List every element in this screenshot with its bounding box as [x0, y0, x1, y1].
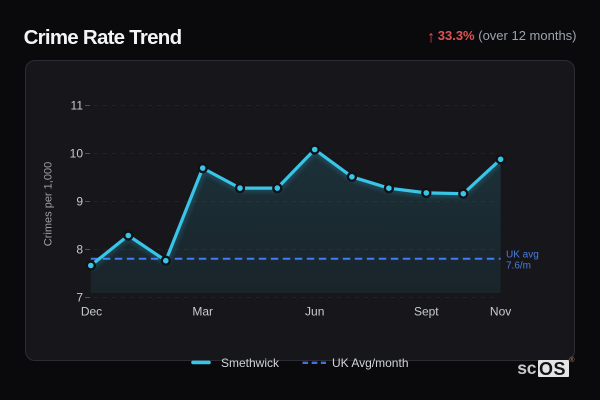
svg-text:Sept: Sept	[414, 305, 439, 319]
svg-text:9: 9	[76, 195, 83, 209]
svg-text:Mar: Mar	[192, 305, 213, 319]
svg-text:UK avg: UK avg	[506, 250, 539, 261]
svg-text:Jun: Jun	[305, 305, 324, 319]
svg-text:Crimes per 1,000: Crimes per 1,000	[43, 162, 55, 246]
svg-text:7: 7	[76, 291, 83, 305]
svg-text:8: 8	[76, 243, 83, 257]
svg-text:11: 11	[71, 99, 84, 113]
svg-text:Smethwick: Smethwick	[221, 356, 280, 370]
svg-text:Nov: Nov	[490, 305, 511, 319]
svg-text:UK Avg/month: UK Avg/month	[332, 356, 409, 370]
svg-text:7.6/m: 7.6/m	[506, 260, 531, 271]
svg-text:10: 10	[70, 147, 84, 161]
svg-text:Dec: Dec	[81, 305, 102, 319]
